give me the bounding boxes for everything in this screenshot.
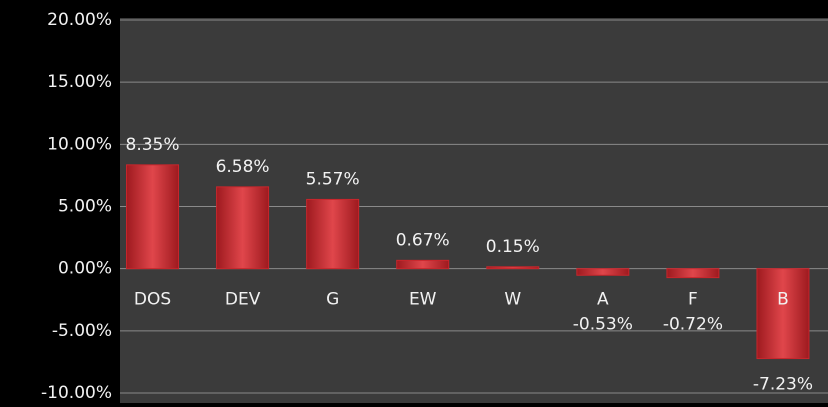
value-label: 0.15% [486, 237, 540, 257]
x-tick-label: F [688, 290, 698, 310]
bar [666, 268, 720, 279]
value-label: 6.58% [216, 157, 270, 177]
x-tick-label: DOS [134, 290, 171, 310]
bar [486, 266, 540, 270]
x-tick-label: G [326, 290, 339, 310]
y-tick-label: 0.00% [58, 259, 112, 279]
value-label: -7.23% [753, 375, 813, 395]
y-tick-label: 20.00% [47, 10, 112, 30]
value-label: 0.67% [396, 230, 450, 250]
x-tick-label: B [777, 290, 789, 310]
bar [756, 268, 810, 360]
y-tick-label: -10.00% [41, 383, 112, 403]
bar [576, 268, 630, 276]
x-tick-label: W [504, 290, 521, 310]
value-label: -0.53% [573, 315, 633, 335]
value-label: -0.72% [663, 315, 723, 335]
bar [216, 186, 270, 270]
y-tick-label: -5.00% [52, 321, 112, 341]
y-tick-label: 5.00% [58, 197, 112, 217]
bar [306, 198, 360, 270]
bar [126, 164, 180, 270]
bar [396, 259, 450, 270]
value-label: 8.35% [126, 135, 180, 155]
value-label: 5.57% [306, 169, 360, 189]
x-tick-label: EW [409, 290, 437, 310]
x-tick-label: DEV [225, 290, 261, 310]
y-tick-label: 15.00% [47, 72, 112, 92]
y-tick-label: 10.00% [47, 134, 112, 154]
x-tick-label: A [597, 290, 609, 310]
